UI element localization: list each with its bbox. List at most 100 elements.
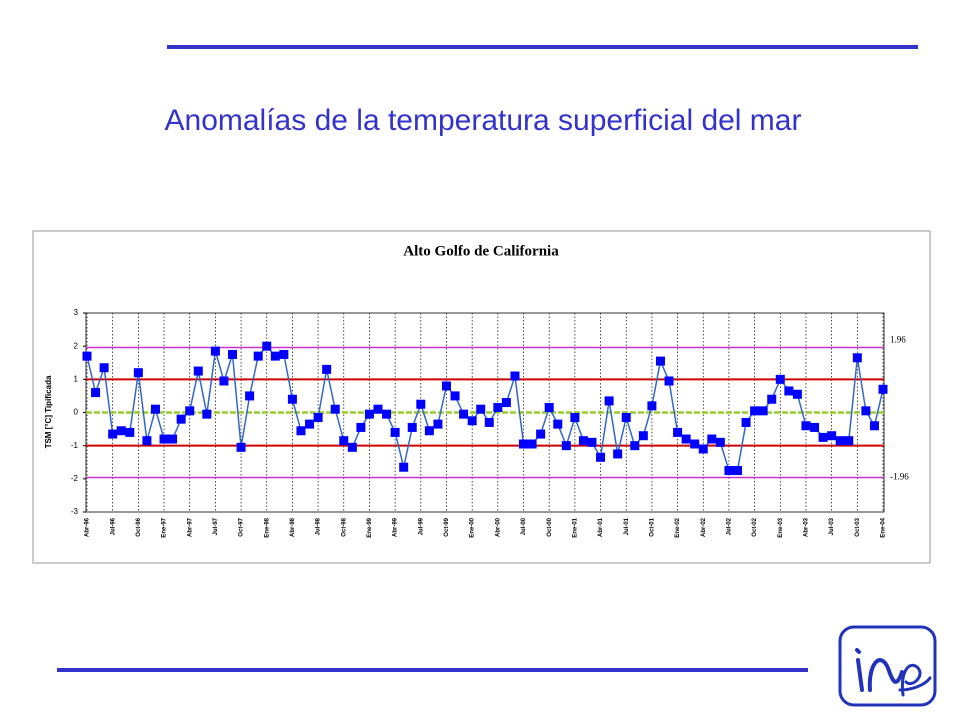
point-marker — [322, 364, 332, 374]
x-tick-label: Oct-00 — [547, 517, 553, 536]
point-marker — [270, 351, 280, 361]
x-tick-label: Jul-99 — [418, 517, 424, 535]
point-marker — [578, 436, 588, 446]
point-marker — [99, 363, 109, 373]
point-marker — [390, 427, 400, 437]
slide-title: Anomalías de la temperatura superficial … — [165, 104, 802, 137]
point-marker — [82, 351, 92, 361]
point-marker — [673, 427, 683, 437]
y-tick-label: -2 — [71, 474, 79, 483]
point-marker — [715, 437, 725, 447]
x-tick-label: Oct-98 — [341, 517, 347, 536]
point-marker — [818, 432, 828, 442]
x-tick-label: Ene-00 — [470, 517, 476, 537]
point-marker — [784, 386, 794, 396]
threshold-label: 1.96 — [890, 335, 906, 345]
point-marker — [844, 436, 854, 446]
point-marker — [852, 353, 862, 363]
x-tick-label: Abr-98 — [290, 517, 296, 537]
point-marker — [433, 419, 443, 429]
point-marker — [279, 349, 289, 359]
x-tick-label: Ene-02 — [675, 517, 681, 537]
point-marker — [501, 398, 511, 408]
point-marker — [536, 429, 546, 439]
point-marker — [647, 401, 657, 411]
point-marker — [133, 368, 143, 378]
point-marker — [416, 399, 426, 409]
chart-title: Alto Golfo de California — [403, 243, 559, 259]
point-marker — [561, 441, 571, 451]
point-marker — [621, 412, 631, 422]
point-marker — [185, 406, 195, 416]
point-marker — [382, 409, 392, 419]
point-marker — [750, 406, 760, 416]
x-tick-label: Oct-96 — [136, 517, 142, 536]
x-tick-label: Ene-97 — [162, 517, 168, 537]
y-tick-label: 0 — [74, 408, 79, 417]
point-marker — [441, 381, 451, 391]
point-marker — [159, 434, 169, 444]
point-marker — [219, 376, 229, 386]
point-marker — [527, 439, 537, 449]
x-tick-label: Oct-03 — [855, 517, 861, 536]
x-tick-label: Oct-99 — [444, 517, 450, 536]
x-tick-label: Ene-03 — [778, 517, 784, 537]
point-marker — [364, 409, 374, 419]
x-tick-label: Ene-98 — [264, 517, 270, 537]
point-marker — [792, 389, 802, 399]
point-marker — [775, 374, 785, 384]
point-marker — [287, 394, 297, 404]
x-tick-label: Jul-97 — [213, 517, 219, 535]
logo — [838, 625, 937, 707]
x-tick-label: Ene-99 — [367, 517, 373, 537]
point-marker — [493, 403, 503, 413]
point-marker — [356, 422, 366, 432]
point-marker — [510, 371, 520, 381]
point-marker — [801, 421, 811, 431]
point-marker — [484, 417, 494, 427]
point-marker — [638, 431, 648, 441]
point-marker — [245, 391, 255, 401]
point-marker — [459, 409, 469, 419]
point-marker — [476, 404, 486, 414]
point-marker — [767, 394, 777, 404]
point-marker — [698, 444, 708, 454]
y-tick-label: 1 — [74, 374, 79, 383]
x-tick-label: Jul-02 — [727, 517, 733, 535]
point-marker — [116, 426, 126, 436]
point-marker — [202, 409, 212, 419]
point-marker — [210, 346, 220, 356]
point-marker — [519, 439, 529, 449]
point-marker — [91, 388, 101, 398]
x-tick-label: Abr-02 — [701, 517, 707, 537]
point-marker — [544, 403, 554, 413]
x-tick-label: Jul-03 — [829, 517, 835, 535]
plot: -3 -2 -1 0 1 2 3 Abr-96 Jul-96 Oct-96 Ene-97 Abr-97… — [71, 308, 909, 538]
y-tick-label: 2 — [74, 341, 79, 350]
point-marker — [168, 434, 178, 444]
point-marker — [228, 349, 238, 359]
point-marker — [861, 406, 871, 416]
x-tick-label: Abr-03 — [804, 517, 810, 537]
point-marker — [681, 434, 691, 444]
point-marker — [373, 404, 383, 414]
point-marker — [347, 442, 357, 452]
point-marker — [236, 442, 246, 452]
x-tick-label: Jul-96 — [110, 517, 116, 535]
y-axis-label: TSM [°C] Tipificada — [44, 375, 53, 448]
point-marker — [707, 434, 717, 444]
x-tick-label: Jul-01 — [624, 517, 630, 535]
point-marker — [193, 366, 203, 376]
y-tick-label: 3 — [74, 308, 79, 317]
point-marker — [305, 419, 315, 429]
x-tick-label: Abr-01 — [598, 517, 604, 537]
point-marker — [587, 437, 597, 447]
point-marker — [570, 412, 580, 422]
point-marker — [869, 421, 879, 431]
point-marker — [467, 416, 477, 426]
x-tick-label: Abr-99 — [393, 517, 399, 537]
point-marker — [553, 419, 563, 429]
point-marker — [142, 436, 152, 446]
